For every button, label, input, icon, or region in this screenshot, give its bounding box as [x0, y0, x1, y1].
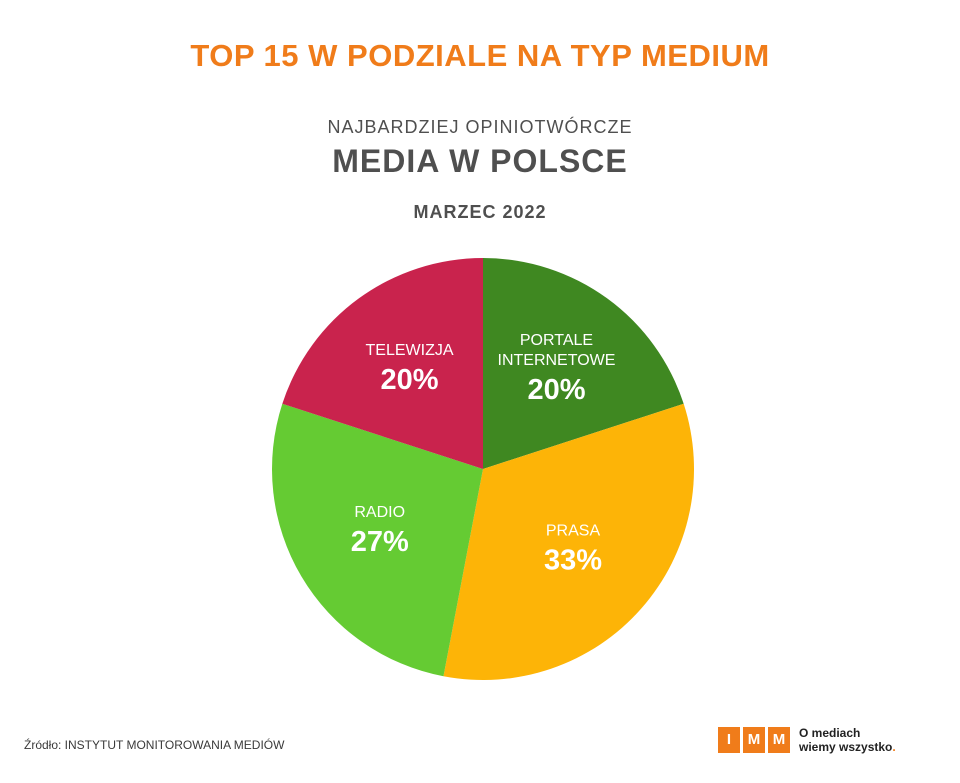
slice-value-label: 33% — [544, 544, 602, 576]
logo-tagline-line1: O mediach — [799, 726, 861, 740]
logo-tagline: O mediach wiemy wszystko. — [799, 726, 896, 754]
chart-subtitle: NAJBARDZIEJ OPINIOTWÓRCZE — [327, 117, 633, 137]
slice-value-label: 20% — [527, 374, 585, 406]
pie-slice — [443, 403, 695, 680]
imm-logo: I M M O mediach wiemy wszystko. — [718, 726, 896, 754]
slice-label: PORTALE — [520, 332, 593, 349]
slice-label: INTERNETOWE — [498, 352, 616, 369]
pie-slice — [483, 258, 684, 469]
logo-tagline-line2: wiemy wszystko — [799, 740, 893, 754]
chart-date: MARZEC 2022 — [413, 202, 547, 222]
logo-letter: M — [768, 727, 790, 753]
pie-slice — [272, 403, 483, 677]
slice-label: RADIO — [354, 504, 405, 521]
chart-title: TOP 15 W PODZIALE NA TYP MEDIUM — [190, 38, 770, 73]
slice-label: PRASA — [546, 522, 601, 539]
slice-value-label: 20% — [381, 364, 439, 396]
chart-heading: MEDIA W POLSCE — [332, 143, 628, 179]
logo-tagline-dot: . — [892, 740, 896, 754]
pie-slice — [282, 258, 483, 469]
slice-value-label: 27% — [351, 526, 409, 558]
source-note: Źródło: INSTYTUT MONITOROWANIA MEDIÓW — [24, 738, 285, 752]
logo-letter: M — [743, 727, 765, 753]
logo-letter: I — [718, 727, 740, 753]
slice-label: TELEWIZJA — [366, 342, 454, 359]
